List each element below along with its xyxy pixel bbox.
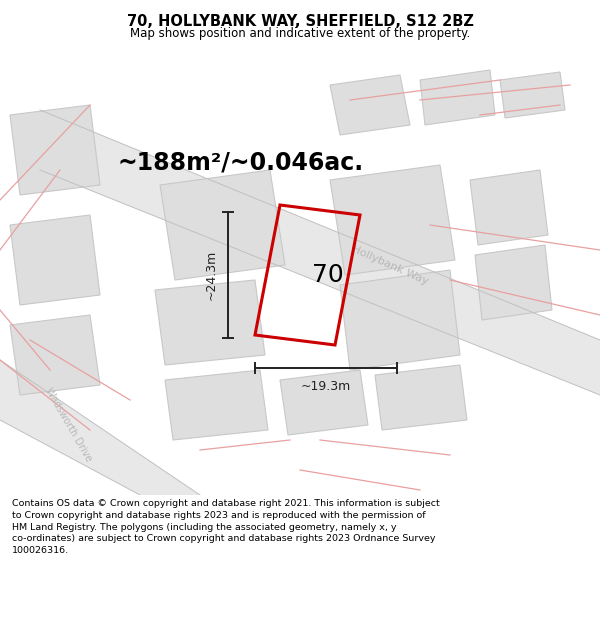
Polygon shape [475, 245, 552, 320]
Polygon shape [330, 165, 455, 275]
Text: ~188m²/~0.046ac.: ~188m²/~0.046ac. [118, 150, 364, 174]
Text: 70, HOLLYBANK WAY, SHEFFIELD, S12 2BZ: 70, HOLLYBANK WAY, SHEFFIELD, S12 2BZ [127, 14, 473, 29]
Polygon shape [155, 280, 265, 365]
Polygon shape [10, 315, 100, 395]
Polygon shape [10, 215, 100, 305]
Polygon shape [10, 105, 100, 195]
Polygon shape [420, 70, 495, 125]
Polygon shape [500, 72, 565, 118]
Polygon shape [470, 170, 548, 245]
Text: Contains OS data © Crown copyright and database right 2021. This information is : Contains OS data © Crown copyright and d… [12, 499, 440, 555]
Polygon shape [340, 270, 460, 370]
Polygon shape [375, 365, 467, 430]
Polygon shape [40, 110, 600, 395]
Polygon shape [160, 170, 285, 280]
Polygon shape [165, 370, 268, 440]
Text: ~24.3m: ~24.3m [205, 250, 218, 300]
Text: ~19.3m: ~19.3m [301, 380, 351, 393]
Text: Wadsworth Drive: Wadsworth Drive [43, 386, 93, 464]
Polygon shape [330, 75, 410, 135]
Polygon shape [0, 360, 200, 495]
Text: Map shows position and indicative extent of the property.: Map shows position and indicative extent… [130, 27, 470, 40]
Text: Hollybank Way: Hollybank Way [350, 244, 430, 286]
Text: 70: 70 [311, 263, 343, 287]
Polygon shape [280, 370, 368, 435]
